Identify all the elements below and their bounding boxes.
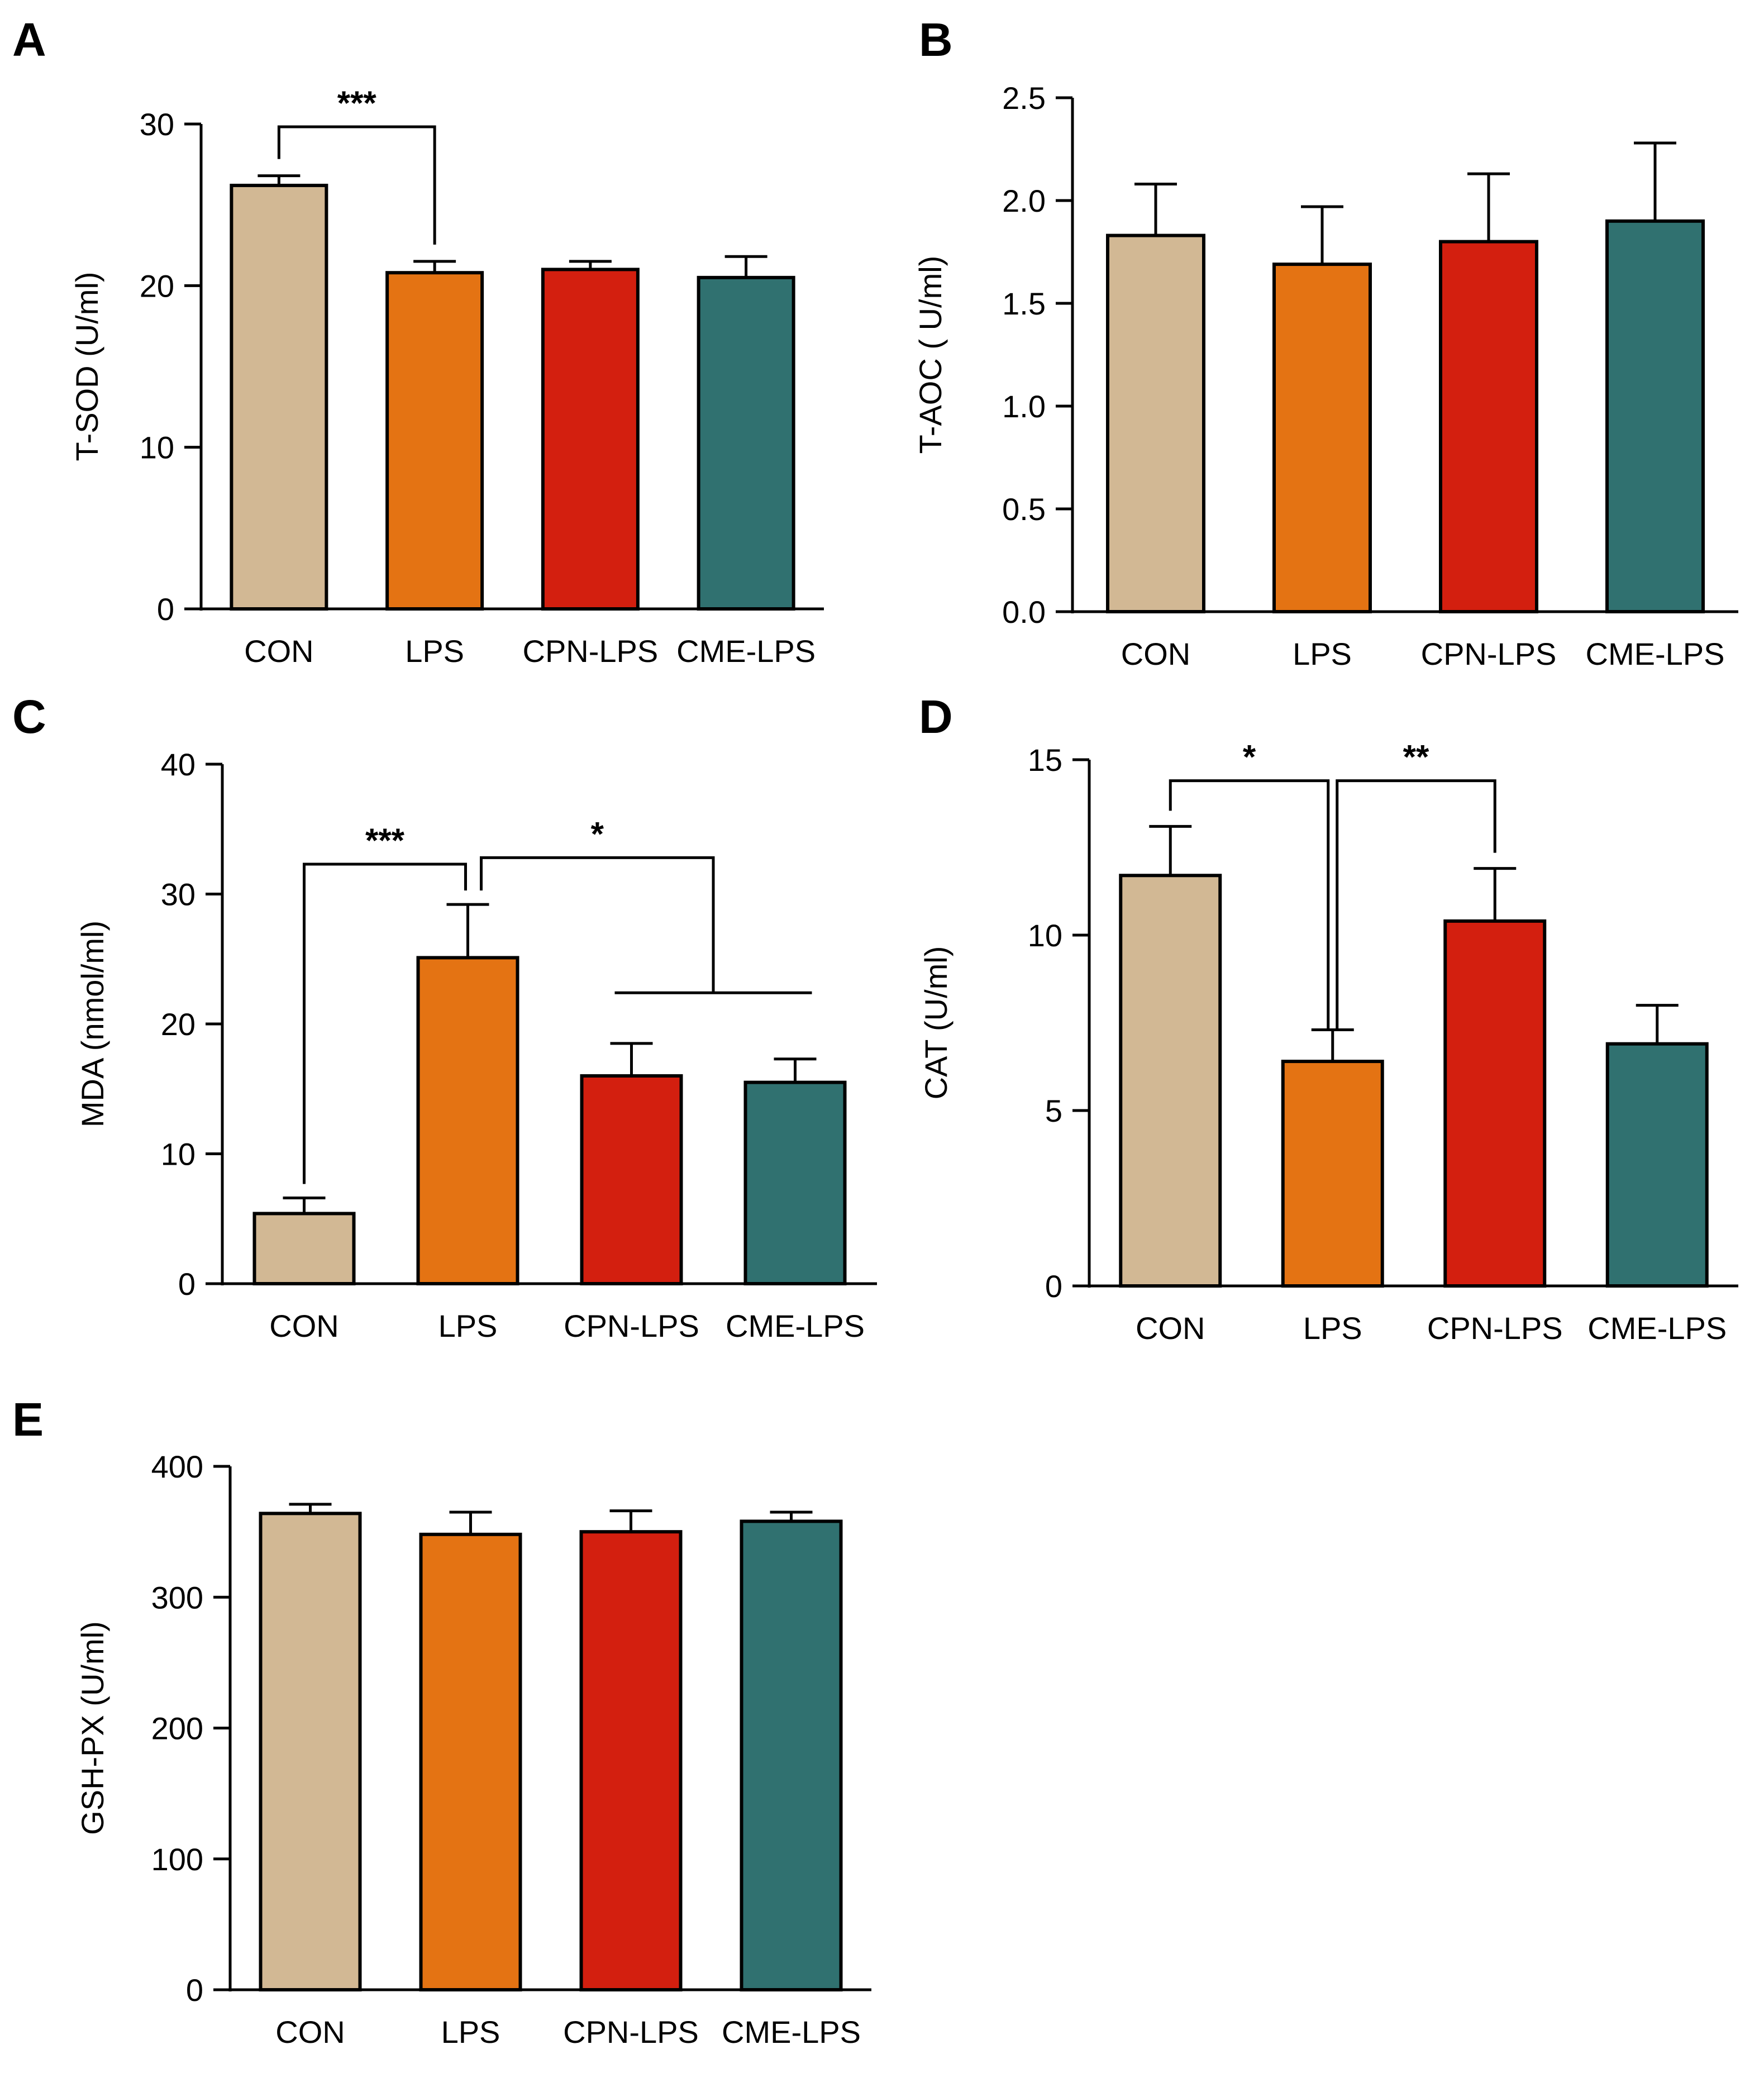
significance-label: ***: [365, 822, 405, 859]
panel-letter: E: [12, 1393, 44, 1446]
x-category-label: CON: [275, 2014, 345, 2050]
y-axis-title: GSH-PX (U/ml): [75, 1621, 110, 1835]
x-category-label: CON: [244, 633, 313, 669]
significance-bracket: [1169, 779, 1330, 1030]
x-category-label: CPN-LPS: [564, 1308, 699, 1343]
bar-con: [1119, 874, 1222, 1288]
bar-cpn-lps: [541, 268, 640, 611]
x-category-label: CME-LPS: [726, 1308, 865, 1343]
significance-bracket: [480, 856, 715, 993]
y-tick-label: 15: [1028, 742, 1062, 778]
bar-cpn-lps: [1439, 240, 1538, 614]
bar-con: [252, 1212, 356, 1285]
y-tick-label: 20: [140, 268, 174, 303]
bar-cpn-lps: [580, 1074, 683, 1285]
y-tick-label: 10: [161, 1137, 196, 1172]
x-category-label: LPS: [405, 633, 464, 669]
y-tick-label: 0.5: [1002, 492, 1046, 527]
y-tick-label: 5: [1045, 1093, 1062, 1128]
y-tick-label: 0: [157, 592, 174, 627]
x-category-label: LPS: [1293, 636, 1352, 671]
y-tick-label: 10: [140, 430, 174, 465]
bar-cme-lps: [743, 1080, 847, 1285]
y-tick-label: 0.0: [1002, 594, 1046, 630]
y-axis-title: CAT (U/ml): [918, 946, 953, 1100]
y-tick-label: 100: [151, 1842, 203, 1877]
bar-con: [1106, 233, 1205, 613]
bar-cme-lps: [1605, 1042, 1709, 1288]
y-tick-label: 40: [161, 747, 196, 782]
significance-bracket: [303, 862, 467, 1184]
x-category-label: CON: [1136, 1310, 1205, 1346]
x-category-label: CPN-LPS: [1421, 636, 1557, 671]
significance-bracket: [277, 125, 436, 245]
bar-lps: [1281, 1060, 1384, 1288]
bar-con: [230, 183, 328, 611]
x-category-label: LPS: [438, 1308, 498, 1343]
y-tick-label: 0: [178, 1266, 196, 1302]
y-tick-label: 0: [186, 1972, 203, 2008]
panel-letter: D: [919, 690, 953, 743]
y-axis-title: T-AOC ( U/ml): [913, 256, 948, 454]
bar-lps: [385, 271, 484, 611]
y-tick-label: 300: [151, 1580, 203, 1615]
y-tick-label: 200: [151, 1711, 203, 1746]
y-tick-label: 1.5: [1002, 286, 1046, 321]
panel-letter: C: [12, 690, 46, 743]
x-category-label: CON: [1121, 636, 1190, 671]
bar-cme-lps: [740, 1519, 843, 1991]
significance-label: *: [591, 815, 604, 852]
y-tick-label: 10: [1028, 918, 1062, 953]
bar-cpn-lps: [579, 1530, 683, 1991]
bar-cme-lps: [697, 275, 795, 611]
y-tick-label: 2.5: [1002, 80, 1046, 116]
significance-label: **: [1403, 738, 1429, 776]
y-tick-label: 2.0: [1002, 183, 1046, 218]
y-tick-label: 1.0: [1002, 389, 1046, 424]
y-tick-label: 0: [1045, 1269, 1062, 1304]
y-axis-title: MDA (nmol/ml): [75, 921, 110, 1127]
y-axis-title: T-SOD (U/ml): [69, 271, 104, 461]
bar-con: [259, 1512, 362, 1992]
significance-bracket: [1336, 779, 1496, 1030]
x-category-label: CON: [269, 1308, 339, 1343]
bar-cme-lps: [1605, 219, 1705, 613]
x-category-label: CME-LPS: [1587, 1310, 1727, 1346]
x-category-label: CPN-LPS: [523, 633, 659, 669]
significance-label: ***: [337, 84, 377, 122]
bar-cpn-lps: [1443, 919, 1547, 1288]
x-category-label: LPS: [441, 2014, 500, 2050]
panel-b: B 0.0 0.5 1.0 1.5 2.0 2.5 CON LPS CPN-LPS CME-LPS T…: [913, 13, 1738, 671]
y-tick-label: 20: [161, 1007, 196, 1042]
y-tick-label: 400: [151, 1449, 203, 1484]
x-category-label: CME-LPS: [1586, 636, 1725, 671]
panel-c: C 0 10 20 30 40 CON LPS CPN-LPS CME-LPS MDA (nmol/…: [12, 690, 877, 1343]
panel-e: E 0 100 200 300 400 CON LPS CPN-LPS CME-LPS GSH-PX…: [12, 1393, 871, 2050]
panel-a: A 0 10 20 30 CON LPS CPN-LPS CME-LPS T-SOD (U/ml)…: [12, 13, 824, 669]
bar-lps: [419, 1532, 522, 1992]
bar-lps: [1272, 263, 1372, 613]
y-tick-label: 30: [161, 877, 196, 912]
panel-letter: B: [919, 13, 953, 66]
panel-letter: A: [12, 13, 46, 66]
x-category-label: CME-LPS: [722, 2014, 861, 2050]
bar-lps: [416, 956, 519, 1286]
significance-label: *: [1243, 738, 1256, 776]
x-category-label: CPN-LPS: [1427, 1310, 1563, 1346]
y-tick-label: 30: [140, 107, 174, 142]
x-category-label: CME-LPS: [676, 633, 816, 669]
x-category-label: LPS: [1303, 1310, 1362, 1346]
x-category-label: CPN-LPS: [563, 2014, 699, 2050]
